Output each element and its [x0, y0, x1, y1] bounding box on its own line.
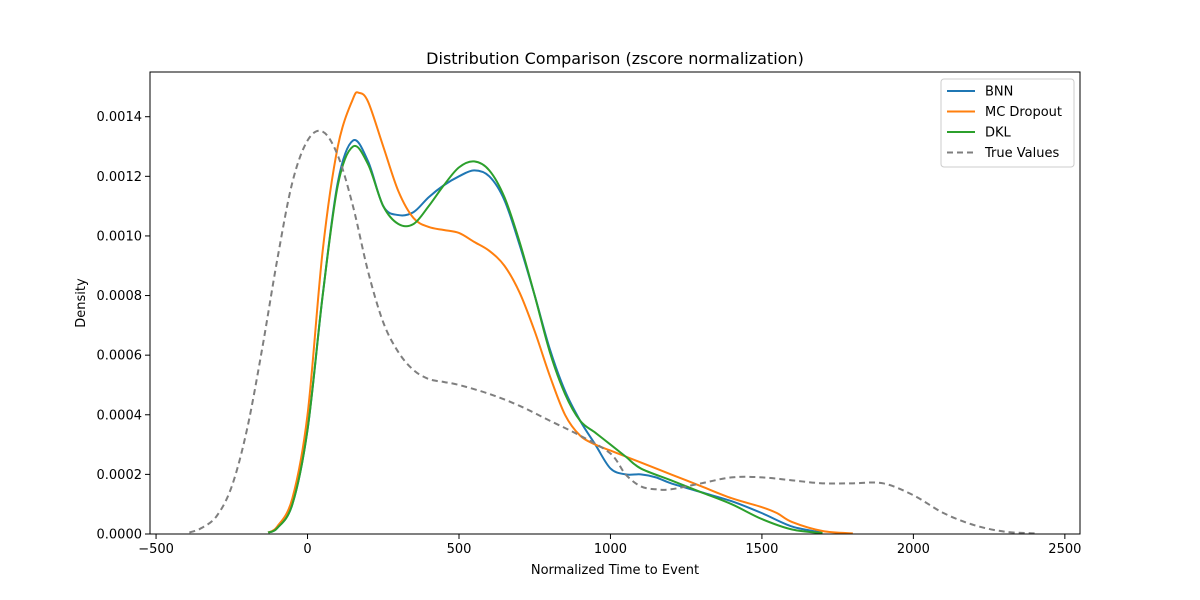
x-tick-label: −500 — [138, 542, 174, 557]
y-tick-label: 0.0012 — [97, 170, 143, 185]
y-tick-label: 0.0006 — [97, 349, 143, 364]
y-tick-label: 0.0004 — [97, 408, 143, 423]
legend-label-bnn: BNN — [985, 85, 1013, 100]
legend-label-dkl: DKL — [985, 126, 1012, 141]
plot-area — [189, 91, 1035, 534]
legend: BNN MC Dropout DKL True Values — [940, 78, 1075, 168]
y-tick-label: 0.0014 — [97, 110, 143, 125]
x-tick-label: 2000 — [897, 542, 930, 557]
y-tick-label: 0.0010 — [97, 229, 143, 244]
axes-frame — [149, 71, 1081, 535]
legend-label-mc-dropout: MC Dropout — [985, 105, 1062, 120]
series-line-true-values — [189, 129, 1035, 534]
x-axis-title: Normalized Time to Event — [531, 563, 699, 578]
x-tick-label: 0 — [303, 542, 311, 557]
series-line-mc-dropout — [267, 91, 853, 534]
chart-title: Distribution Comparison (zscore normaliz… — [426, 49, 804, 68]
y-axis: 0.0000 0.0002 0.0004 0.0006 0.0008 0.0010 0.00… — [97, 110, 150, 543]
y-tick-label: 0.0008 — [97, 289, 143, 304]
x-tick-label: 500 — [447, 542, 472, 557]
legend-box — [940, 78, 1075, 168]
y-axis-title: Density — [74, 278, 89, 328]
y-tick-label: 0.0002 — [97, 468, 143, 483]
y-tick-label: 0.0000 — [97, 528, 143, 543]
series-line-dkl — [267, 144, 823, 534]
x-tick-label: 1000 — [594, 542, 627, 557]
x-tick-label: 2500 — [1048, 542, 1081, 557]
x-tick-label: 1500 — [745, 542, 778, 557]
legend-label-true-values: True Values — [984, 146, 1059, 161]
x-axis: −500 0 500 1000 1500 2000 2500 — [138, 534, 1081, 557]
